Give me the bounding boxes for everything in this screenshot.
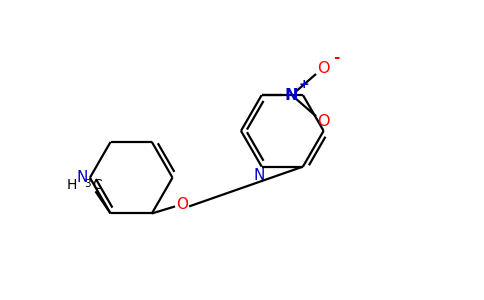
Text: N: N <box>76 170 88 185</box>
Text: -: - <box>333 50 340 65</box>
Text: 3: 3 <box>84 179 91 189</box>
Text: O: O <box>176 197 188 212</box>
Text: O: O <box>318 114 330 129</box>
Text: O: O <box>318 61 330 76</box>
Text: N: N <box>284 88 298 103</box>
Text: N: N <box>254 168 265 183</box>
Text: H: H <box>66 178 77 192</box>
Text: +: + <box>298 77 309 91</box>
Text: C: C <box>92 178 102 192</box>
